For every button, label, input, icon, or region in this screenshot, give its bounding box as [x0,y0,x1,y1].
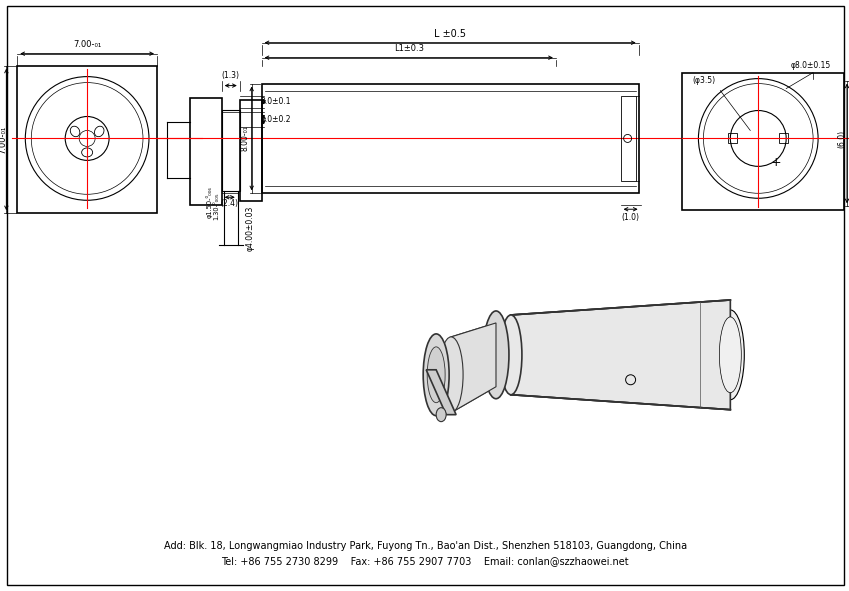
Text: 3.0±0.1: 3.0±0.1 [261,97,291,106]
Text: (6.0): (6.0) [837,129,846,148]
Text: φ1.50-⁰₀₀₆: φ1.50-⁰₀₀₆ [205,186,212,218]
Text: (1.3): (1.3) [222,71,239,80]
Bar [261,83,638,193]
Ellipse shape [439,337,463,413]
Text: L ±0.5: L ±0.5 [434,29,466,39]
Text: (1.0): (1.0) [621,213,639,222]
Bar [683,73,844,210]
Text: 7.00-₀₁: 7.00-₀₁ [73,40,101,49]
Polygon shape [511,300,730,410]
Text: (φ3.5): (φ3.5) [693,76,716,85]
Ellipse shape [719,317,741,393]
Ellipse shape [717,310,745,400]
Text: φ4.00±0.03: φ4.00±0.03 [245,206,254,251]
Text: L1±0.3: L1±0.3 [394,44,424,53]
Text: (2.4): (2.4) [221,199,239,208]
Text: +: + [771,156,782,169]
Bar [728,134,737,144]
Text: 1.30-⁰₀₀₅: 1.30-⁰₀₀₅ [214,193,220,220]
Bar [190,98,222,205]
Ellipse shape [500,315,522,395]
Ellipse shape [423,334,449,415]
Text: 8.00-₀₁: 8.00-₀₁ [240,125,250,151]
Bar [779,134,788,144]
Bar [17,66,157,213]
Bar [239,99,261,202]
Text: Add: Blk. 18, Longwangmiao Industry Park, Fuyong Tn., Bao'an Dist., Shenzhen 518: Add: Blk. 18, Longwangmiao Industry Park… [164,541,687,551]
Text: φ8.0±0.15: φ8.0±0.15 [790,61,830,70]
Ellipse shape [427,347,445,402]
Bar [621,96,636,181]
Ellipse shape [483,311,509,399]
Text: Tel: +86 755 2730 8299    Fax: +86 755 2907 7703    Email: conlan@szzhaowei.net: Tel: +86 755 2730 8299 Fax: +86 755 2907… [222,556,629,566]
Text: 6.0±0.2: 6.0±0.2 [261,115,291,124]
Polygon shape [426,370,456,415]
Bar [222,109,239,191]
Polygon shape [451,323,496,413]
Text: 7.00-₀₁: 7.00-₀₁ [0,125,7,154]
Ellipse shape [436,408,446,421]
